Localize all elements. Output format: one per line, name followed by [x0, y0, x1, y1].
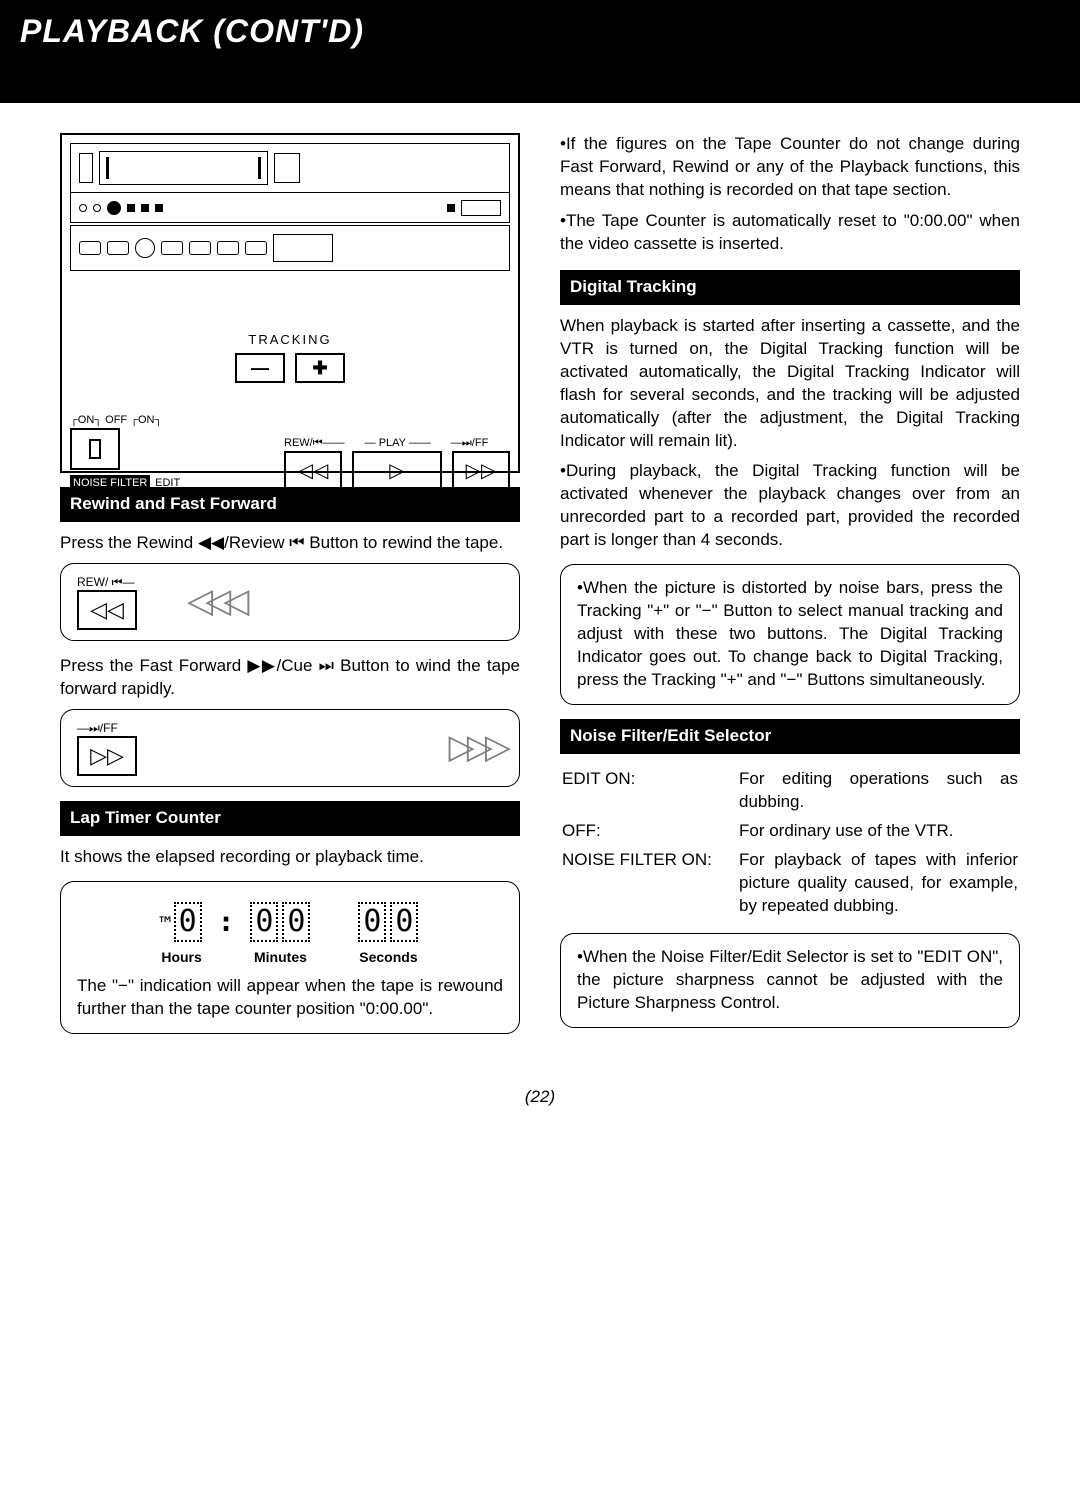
hours-label: Hours — [160, 948, 204, 967]
rewind-button[interactable]: ◁◁ — [284, 451, 342, 493]
off-label: OFF: — [562, 818, 737, 845]
tracking-label: TRACKING — [70, 331, 510, 349]
rewind-btn-draw: ◁◁ — [77, 590, 137, 630]
digital-tracking-p1: When playback is started after inserting… — [560, 315, 1020, 453]
play-button[interactable]: ▷ — [352, 451, 442, 493]
digital-tracking-b1: •During playback, the Digital Tracking f… — [560, 460, 1020, 552]
lap-timer-intro: It shows the elapsed recording or playba… — [60, 846, 520, 869]
left-column: TRACKING — ✚ ┌ON┐ OFF ┌ON┐ NOISE FILTER … — [60, 133, 520, 1046]
tape-counter-bullet-2: •The Tape Counter is automatically reset… — [560, 210, 1020, 256]
rew-label: REW/ — [284, 437, 313, 449]
noise-filter-tag: NOISE FILTER — [70, 475, 150, 492]
rewind-arrow-icon: ◁◁◁ — [187, 579, 241, 625]
ff-btn-label: —⏭/FF — [77, 720, 137, 736]
digital-tracking-header: Digital Tracking — [560, 270, 1020, 305]
tape-counter-bullet-1: •If the figures on the Tape Counter do n… — [560, 133, 1020, 202]
edit-tag: EDIT — [155, 477, 180, 489]
noise-filter-note: •When the Noise Filter/Edit Selector is … — [560, 933, 1020, 1028]
tracking-minus-button[interactable]: — — [235, 353, 285, 383]
minutes-label: Minutes — [248, 948, 312, 967]
tracking-plus-button[interactable]: ✚ — [295, 353, 345, 383]
play-label: PLAY — [379, 437, 406, 449]
digital-tracking-note: •When the picture is distorted by noise … — [560, 564, 1020, 705]
switch-label: ┌ON┐ OFF ┌ON┐ — [70, 413, 180, 428]
noise-filter-header: Noise Filter/Edit Selector — [560, 719, 1020, 754]
ff-btn-draw: ▷▷ — [77, 736, 137, 776]
noise-filter-table: EDIT ON: For editing operations such as … — [560, 764, 1020, 922]
seconds-label: Seconds — [356, 948, 420, 967]
lap-timer-box: ™0 Hours : 00 Minutes 00 Seconds The "−"… — [60, 881, 520, 1034]
page-number: (22) — [60, 1086, 1020, 1109]
vtr-diagram: TRACKING — ✚ ┌ON┐ OFF ┌ON┐ NOISE FILTER … — [60, 133, 520, 473]
ff-text: Press the Fast Forward ▶▶/Cue ⏭ Button t… — [60, 655, 520, 701]
right-column: •If the figures on the Tape Counter do n… — [560, 133, 1020, 1046]
rewind-illustration: REW/ ⏮— ◁◁ ◁◁◁ — [60, 563, 520, 641]
nf-on-text: For playback of tapes with inferior pict… — [739, 847, 1018, 920]
edit-on-label: EDIT ON: — [562, 766, 737, 816]
noise-filter-switch[interactable] — [70, 428, 120, 470]
ff-arrow-icon: ▷▷▷ — [449, 725, 503, 771]
edit-on-text: For editing operations such as dubbing. — [739, 766, 1018, 816]
off-text: For ordinary use of the VTR. — [739, 818, 1018, 845]
lap-timer-header: Lap Timer Counter — [60, 801, 520, 836]
nf-on-label: NOISE FILTER ON: — [562, 847, 737, 920]
lap-timer-note: The "−" indication will appear when the … — [77, 975, 503, 1021]
page-title: PLAYBACK (CONT'D) — [0, 0, 1080, 103]
ff-illustration: —⏭/FF ▷▷ ▷▷▷ — [60, 709, 520, 787]
rew-btn-label: REW/ ⏮— — [77, 574, 137, 590]
rewind-text: Press the Rewind ◀◀/Review ⏮ Button to r… — [60, 532, 520, 555]
ff-label: /FF — [472, 437, 489, 449]
ff-button[interactable]: ▷▷ — [452, 451, 510, 493]
